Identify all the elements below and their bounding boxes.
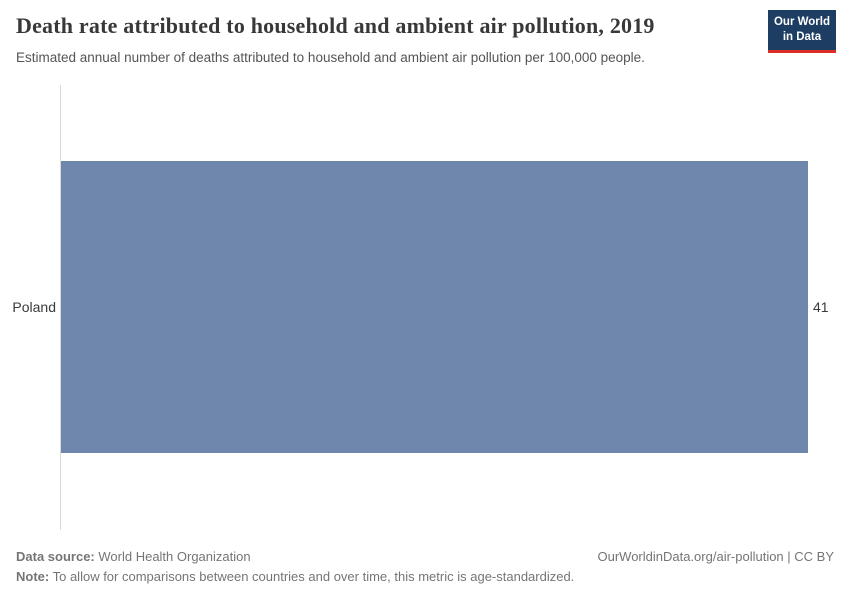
plot-area: Poland 41	[0, 85, 850, 530]
y-axis-line	[60, 85, 61, 530]
note-value: To allow for comparisons between countri…	[52, 569, 575, 584]
owid-logo-line2: in Data	[782, 30, 822, 43]
chart-subtitle: Estimated annual number of deaths attrib…	[16, 50, 645, 65]
page-title: Death rate attributed to household and a…	[16, 13, 655, 38]
owid-logo-line1: Our World	[773, 16, 830, 28]
attribution-link[interactable]: OurWorldinData.org/air-pollution | CC BY	[597, 549, 834, 564]
data-source-line: Data source: World Health Organization	[16, 547, 251, 567]
value-label-poland: 41	[813, 299, 829, 315]
chart-footer: Data source: World Health Organization O…	[16, 547, 834, 587]
note-label: Note:	[16, 569, 50, 584]
owid-logo[interactable]: Our World in Data	[767, 10, 836, 53]
bar-track	[61, 161, 808, 453]
entity-label-poland: Poland	[12, 299, 56, 315]
data-source-value: World Health Organization	[98, 549, 251, 564]
data-source-label: Data source:	[16, 549, 95, 564]
bar-poland[interactable]	[61, 161, 808, 453]
